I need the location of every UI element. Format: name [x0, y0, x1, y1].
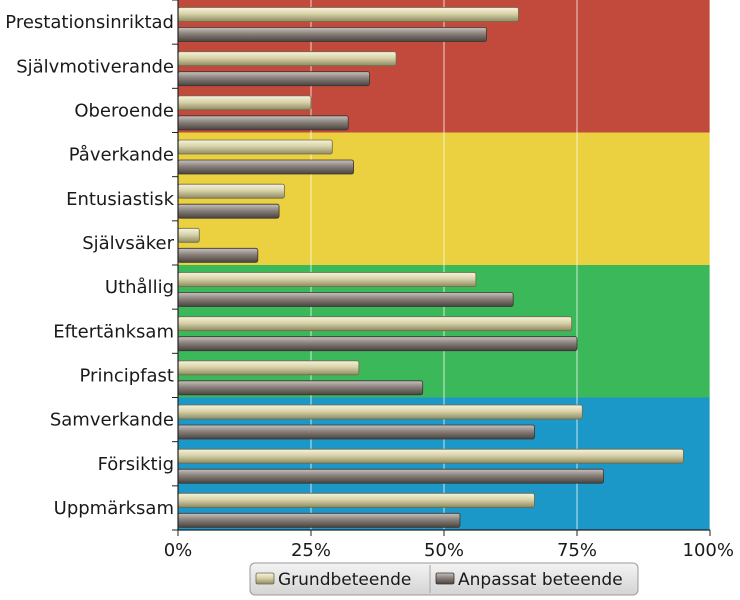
category-label-11: Uppmärksam [54, 498, 174, 519]
bar-grundbeteende-2 [177, 95, 312, 111]
bar-anpassat-1 [177, 71, 370, 87]
legend: Grundbeteende Anpassat beteende [249, 562, 639, 596]
legend-swatch-1 [435, 572, 455, 585]
bar-grundbeteende-6 [177, 272, 477, 287]
bars [177, 7, 684, 528]
x-tick-label-4: 100% [683, 540, 734, 561]
bar-grundbeteende-9 [177, 404, 583, 420]
bar-grundbeteende-1 [177, 51, 397, 67]
x-tick-label-3: 75% [557, 540, 597, 561]
category-label-10: Försiktig [98, 454, 174, 475]
legend-label-0: Grundbeteende [278, 570, 411, 590]
category-label-2: Oberoende [74, 100, 174, 121]
category-label-5: Självsäker [82, 233, 174, 254]
bar-anpassat-6 [177, 292, 514, 307]
bar-grundbeteende-10 [177, 448, 684, 464]
bar-anpassat-5 [177, 247, 259, 263]
bar-anpassat-8 [177, 380, 424, 396]
category-label-4: Entusiastisk [66, 189, 174, 210]
bar-anpassat-10 [177, 468, 605, 484]
bar-anpassat-9 [177, 424, 535, 440]
x-tick-labels: 0% 25% 50% 75% 100% [164, 540, 734, 561]
x-tick-label-2: 50% [424, 540, 464, 561]
bar-anpassat-2 [177, 115, 349, 131]
bar-grundbeteende-8 [177, 360, 360, 376]
bar-anpassat-7 [177, 336, 578, 352]
x-tick-label-0: 0% [164, 540, 193, 561]
category-label-9: Samverkande [50, 410, 174, 431]
category-labels: Prestationsinriktad Självmotiverande Obero… [5, 12, 174, 519]
bar-grundbeteende-11 [177, 492, 535, 508]
bar-grundbeteende-7 [177, 316, 573, 332]
bar-grundbeteende-4 [177, 183, 285, 199]
bar-grundbeteende-3 [177, 139, 333, 155]
category-label-0: Prestationsinriktad [5, 12, 174, 33]
bar-anpassat-0 [177, 27, 487, 42]
category-label-6: Uthållig [105, 277, 174, 298]
category-label-8: Principfast [80, 365, 174, 386]
axes [172, 0, 711, 536]
bar-anpassat-3 [177, 159, 354, 175]
x-tick-label-1: 25% [291, 540, 331, 561]
legend-label-1: Anpassat beteende [458, 570, 623, 590]
category-label-1: Självmotiverande [16, 56, 174, 77]
bar-grundbeteende-5 [177, 227, 200, 243]
legend-swatch-0 [255, 572, 275, 585]
gridlines [310, 0, 711, 530]
bar-grundbeteende-0 [177, 7, 519, 22]
category-label-7: Eftertänksam [53, 321, 174, 342]
bar-anpassat-4 [177, 203, 280, 219]
bar-anpassat-11 [177, 512, 461, 528]
category-label-3: Påverkande [69, 145, 174, 166]
